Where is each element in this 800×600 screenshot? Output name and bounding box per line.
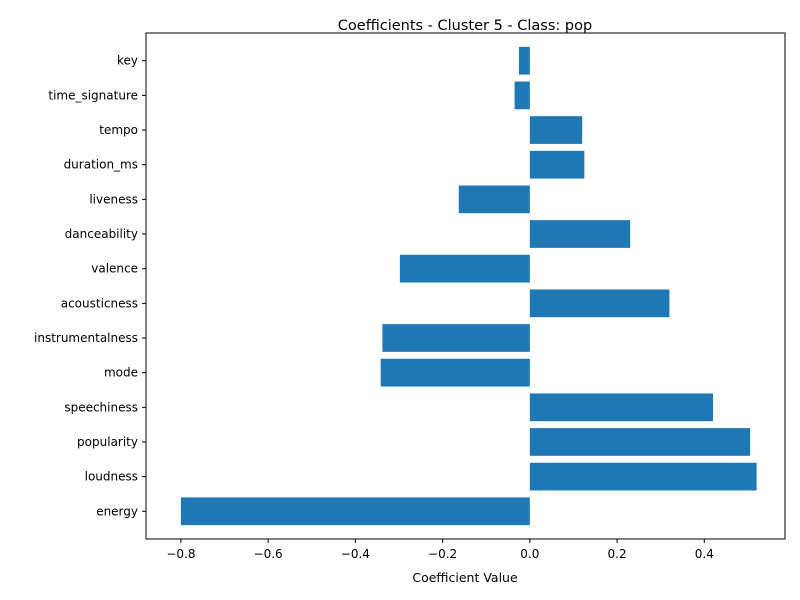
- bar-mode: [380, 358, 530, 387]
- bar-loudness: [529, 462, 757, 491]
- bar-danceability: [529, 220, 631, 248]
- bar-duration_ms: [529, 150, 585, 179]
- bar-instrumentalness: [382, 324, 530, 352]
- bar-valence: [399, 254, 530, 283]
- y-tick-label: loudness: [85, 470, 138, 484]
- bar-liveness: [458, 185, 530, 214]
- y-tick-label: duration_ms: [64, 158, 138, 172]
- x-tick-label: −0.8: [166, 547, 195, 561]
- bar-acousticness: [529, 289, 670, 318]
- plot-frame: [145, 32, 786, 540]
- y-tick-label: danceability: [65, 227, 138, 241]
- x-tick-label: −0.6: [254, 547, 283, 561]
- bar-key: [518, 46, 530, 75]
- x-tick-label: −0.2: [428, 547, 457, 561]
- x-tick-label: 0.0: [520, 547, 539, 561]
- y-tick-label: popularity: [77, 435, 138, 449]
- y-tick-label: valence: [91, 262, 138, 276]
- x-axis-ticks: −0.8 −0.6 −0.4 −0.2 0.0 0.2 0.4: [166, 539, 714, 561]
- bar-tempo: [529, 116, 583, 144]
- bar-energy: [180, 497, 530, 526]
- chart-title: Coefficients - Cluster 5 - Class: pop: [338, 18, 592, 34]
- bar-time_signature: [514, 81, 530, 110]
- x-tick-label: 0.2: [608, 547, 627, 561]
- y-tick-label: mode: [104, 366, 138, 380]
- y-tick-label: acousticness: [61, 296, 138, 310]
- y-tick-label: time_signature: [48, 88, 138, 102]
- y-tick-label: speechiness: [64, 400, 138, 414]
- y-tick-label: tempo: [99, 123, 138, 137]
- y-axis-ticks: energy loudness popularity speechiness mode i…: [34, 54, 146, 518]
- y-tick-label: instrumentalness: [34, 331, 138, 345]
- bars-group: [180, 46, 757, 526]
- x-axis-label: Coefficient Value: [412, 570, 518, 585]
- x-tick-label: −0.4: [341, 547, 370, 561]
- y-tick-label: liveness: [89, 192, 138, 206]
- bar-speechiness: [529, 393, 714, 422]
- y-tick-label: energy: [96, 504, 138, 518]
- x-tick-label: 0.4: [695, 547, 714, 561]
- y-tick-label: key: [117, 54, 138, 68]
- bar-popularity: [529, 428, 751, 456]
